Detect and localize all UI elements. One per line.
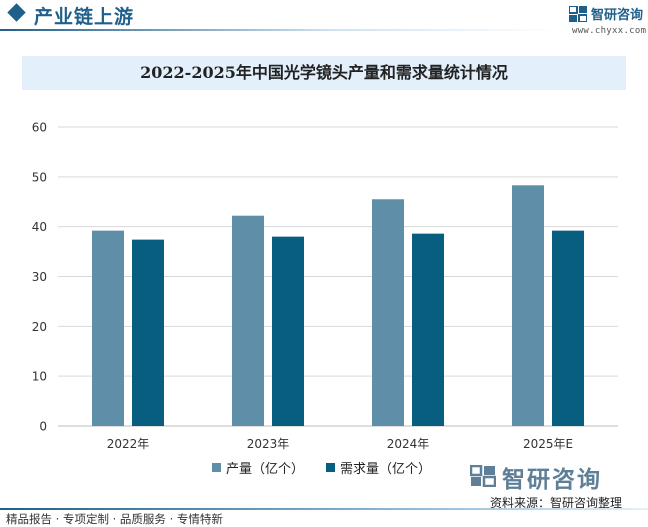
y-tick-label: 40 bbox=[32, 220, 47, 234]
x-tick-label: 2025年E bbox=[523, 437, 573, 451]
chart-title-band: 2022-2025年中国光学镜头产量和需求量统计情况 bbox=[22, 56, 626, 90]
legend-swatch-series-1 bbox=[212, 462, 221, 472]
bar-series-2 bbox=[552, 230, 584, 426]
footer-tags: 精品报告 · 专项定制 · 品质服务 · 专情特新 bbox=[6, 512, 223, 526]
y-tick-label: 0 bbox=[39, 420, 47, 434]
brand-url: www.chyxx.com bbox=[572, 26, 647, 36]
x-tick-label: 2024年 bbox=[387, 437, 430, 451]
header-divider bbox=[0, 29, 560, 31]
y-tick-label: 50 bbox=[32, 170, 47, 184]
header: 产业链上游 智研咨询 www.chyxx.com bbox=[0, 0, 648, 40]
bar-series-2 bbox=[272, 236, 304, 426]
y-tick-label: 30 bbox=[32, 270, 47, 284]
legend-item-series-1: 产量（亿个） bbox=[212, 458, 305, 477]
brand-logo-icon bbox=[470, 465, 496, 487]
bar-series-2 bbox=[132, 239, 164, 426]
legend-item-series-2: 需求量（亿个） bbox=[326, 458, 432, 477]
footer-divider bbox=[0, 508, 648, 510]
section-title: 产业链上游 bbox=[34, 6, 135, 28]
x-tick-label: 2022年 bbox=[107, 437, 150, 451]
bar-series-1 bbox=[92, 230, 124, 426]
y-tick-label: 10 bbox=[32, 370, 47, 384]
chart-title: 2022-2025年中国光学镜头产量和需求量统计情况 bbox=[140, 63, 508, 82]
bar-series-1 bbox=[232, 215, 264, 426]
brand-logo-icon bbox=[569, 6, 587, 22]
data-source: 资料来源：智研咨询整理 bbox=[490, 496, 623, 510]
bar-series-1 bbox=[512, 185, 544, 426]
bar-series-2 bbox=[412, 233, 444, 426]
legend-label-series-2: 需求量（亿个） bbox=[340, 461, 432, 477]
footer-logo-text: 智研咨询 bbox=[502, 467, 602, 493]
bar-series-1 bbox=[372, 199, 404, 426]
x-tick-label: 2023年 bbox=[247, 437, 290, 451]
chart-legend: 产量（亿个） 需求量（亿个） bbox=[0, 458, 648, 477]
legend-label-series-1: 产量（亿个） bbox=[226, 461, 305, 477]
y-tick-label: 60 bbox=[32, 121, 47, 135]
legend-swatch-series-2 bbox=[326, 462, 335, 472]
y-tick-label: 20 bbox=[32, 320, 47, 334]
brand-name: 智研咨询 bbox=[591, 8, 644, 23]
